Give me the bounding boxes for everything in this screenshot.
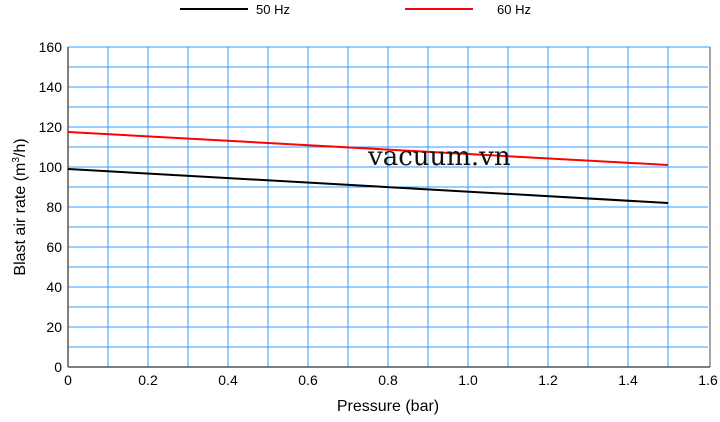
y-axis-label-main: Blast air rate (m bbox=[12, 163, 29, 276]
y-axis-label-tail: /h) bbox=[12, 138, 29, 157]
series-line-50hz bbox=[67, 168, 669, 204]
grid bbox=[68, 47, 708, 367]
y-tick-label: 140 bbox=[39, 79, 63, 95]
x-tick-label: 0.2 bbox=[138, 372, 158, 388]
y-axis-label-sup: 3 bbox=[11, 157, 22, 163]
series bbox=[67, 131, 669, 204]
legend-label: 60 Hz bbox=[497, 2, 531, 17]
x-axis-label: Pressure (bar) bbox=[337, 398, 439, 415]
x-tick-label: 1.4 bbox=[618, 372, 638, 388]
x-tick-label: 0.4 bbox=[218, 372, 238, 388]
y-tick-label: 20 bbox=[46, 319, 62, 335]
series-line-60hz bbox=[67, 131, 669, 166]
legend: 50 Hz 60 Hz bbox=[180, 2, 531, 17]
y-tick-label: 0 bbox=[54, 359, 62, 375]
x-tick-label: 1.0 bbox=[458, 372, 478, 388]
y-tick-label: 160 bbox=[39, 39, 63, 55]
x-tick-label: 0 bbox=[64, 372, 72, 388]
axes: 0 0.2 0.4 0.6 0.8 1.0 1.2 1.4 1.6 0 20 40 60 80 100 120… bbox=[39, 39, 718, 388]
y-tick-label: 40 bbox=[46, 279, 62, 295]
x-tick-label: 0.6 bbox=[298, 372, 318, 388]
legend-label: 50 Hz bbox=[256, 2, 290, 17]
x-tick-label: 1.6 bbox=[698, 372, 718, 388]
y-axis-label: Blast air rate (m3/h) bbox=[11, 138, 29, 275]
y-tick-label: 100 bbox=[39, 159, 63, 175]
y-tick-label: 80 bbox=[46, 199, 62, 215]
x-tick-label: 0.8 bbox=[378, 372, 398, 388]
x-tick-label: 1.2 bbox=[538, 372, 558, 388]
watermark: vacuum.vn bbox=[367, 142, 511, 172]
y-tick-label: 60 bbox=[46, 239, 62, 255]
y-tick-label: 120 bbox=[39, 119, 63, 135]
